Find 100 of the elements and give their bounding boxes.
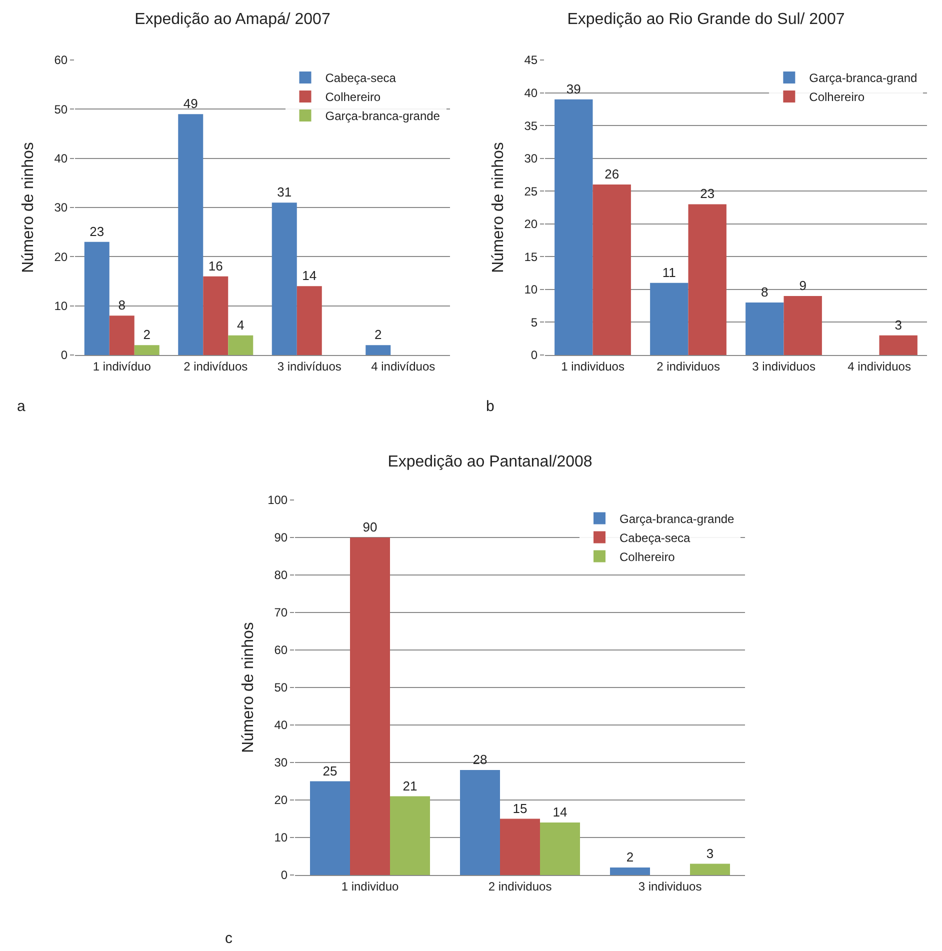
- y-tick-label: 10: [274, 830, 288, 845]
- y-axis-title: Número de ninhos: [240, 622, 257, 753]
- data-label: 4: [237, 317, 244, 332]
- bar: [203, 276, 228, 355]
- bar: [500, 818, 540, 875]
- y-tick-label: 40: [524, 86, 538, 100]
- y-tick-label: 5: [530, 315, 538, 330]
- bar: [350, 538, 390, 875]
- y-tick-label: 20: [54, 250, 68, 264]
- chart-title: Expedição ao Pantanal/2008: [388, 453, 592, 470]
- data-label: 9: [799, 278, 806, 293]
- y-tick-label: 50: [54, 102, 68, 116]
- y-tick-label: 0: [60, 348, 68, 362]
- data-label: 49: [183, 96, 198, 112]
- bar: [296, 286, 322, 355]
- text: c: [225, 930, 233, 947]
- data-label: 90: [362, 520, 378, 534]
- y-tick-label: 40: [54, 152, 68, 166]
- bar: [784, 296, 822, 355]
- y-tick-label: 30: [54, 200, 68, 215]
- y-tick-label: 10: [524, 282, 538, 297]
- data-label: 14: [302, 268, 317, 284]
- legend-label: Garça-branca-grand: [809, 71, 918, 86]
- y-axis-title: Número de ninhos: [490, 142, 507, 273]
- x-tick-label: 3 individuos: [752, 359, 816, 374]
- y-tick-label: 45: [524, 53, 538, 68]
- data-label: 2: [143, 327, 150, 342]
- y-tick-label: 30: [274, 756, 288, 770]
- bar: [84, 242, 110, 355]
- chart-title: Expedição ao Amapá/ 2007: [134, 10, 330, 28]
- legend-label: Garça-branca-grande: [325, 109, 440, 124]
- data-label: 23: [700, 186, 715, 202]
- bar: [134, 345, 160, 355]
- y-tick-label: 50: [274, 680, 288, 695]
- x-tick-label: 1 individuos: [561, 359, 624, 374]
- legend-label: Colhereiro: [620, 550, 676, 564]
- data-label: 2: [374, 327, 382, 342]
- x-tick-label: 2 individuos: [488, 879, 552, 894]
- bar: [690, 864, 730, 875]
- legend-label: Colhereiro: [809, 90, 865, 104]
- y-tick-label: 60: [54, 53, 68, 68]
- y-tick-label: 20: [274, 793, 288, 808]
- bar: [109, 316, 134, 355]
- data-label: 16: [208, 258, 223, 274]
- y-tick-label: 20: [524, 217, 538, 232]
- y-tick-label: 0: [530, 348, 538, 362]
- x-tick-label: 3 individuos: [638, 879, 702, 894]
- bar: [228, 335, 254, 355]
- legend-label: Garça-branca-grande: [620, 512, 735, 526]
- data-label: 25: [322, 763, 338, 778]
- bar: [272, 202, 297, 355]
- y-tick-label: 80: [274, 568, 288, 582]
- y-tick-label: 35: [524, 118, 538, 133]
- y-axis-title: Número de ninhos: [20, 142, 37, 273]
- legend-label: Cabeça-seca: [325, 71, 396, 86]
- y-tick-label: 25: [524, 184, 538, 198]
- x-tick-label: 4 individuos: [848, 359, 911, 374]
- bar: [879, 335, 918, 355]
- x-tick-label: 4 indivíduos: [371, 359, 436, 374]
- y-tick-label: 15: [524, 250, 538, 264]
- data-label: 23: [90, 224, 104, 239]
- data-label: 3: [894, 317, 902, 332]
- data-label: 21: [402, 778, 418, 794]
- data-label: 39: [566, 81, 581, 96]
- text: a: [17, 398, 26, 415]
- bar: [610, 868, 650, 875]
- bar: [592, 184, 631, 355]
- data-label: 26: [604, 166, 620, 182]
- legend-label: Cabeça-seca: [620, 530, 691, 545]
- text: b: [486, 398, 494, 415]
- bar: [554, 99, 593, 355]
- y-tick-label: 60: [274, 643, 288, 658]
- data-label: 31: [277, 184, 292, 200]
- x-tick-label: 3 indivíduos: [277, 359, 342, 374]
- chart-title: Expedição ao Rio Grande do Sul/ 2007: [567, 10, 845, 28]
- bar: [390, 796, 430, 875]
- y-tick-label: 70: [274, 606, 288, 620]
- x-tick-label: 1 individuo: [341, 879, 400, 894]
- data-label: 8: [761, 284, 768, 300]
- legend-label: Colhereiro: [325, 90, 381, 104]
- bar: [366, 345, 391, 355]
- y-tick-label: 0: [280, 868, 288, 882]
- bar: [746, 302, 784, 355]
- data-label: 3: [706, 846, 714, 861]
- data-label: 28: [472, 752, 488, 767]
- y-tick-label: 10: [54, 299, 68, 314]
- bar: [650, 282, 688, 355]
- bar: [540, 822, 580, 875]
- bar: [178, 114, 204, 355]
- y-tick-label: 100: [268, 493, 288, 508]
- bar: [460, 770, 500, 875]
- data-label: 8: [118, 298, 126, 313]
- y-tick-label: 40: [274, 718, 288, 732]
- y-tick-label: 30: [524, 152, 538, 166]
- x-tick-label: 1 indivíduo: [92, 359, 152, 374]
- data-label: 15: [512, 800, 528, 816]
- data-label: 11: [662, 264, 676, 280]
- y-tick-label: 90: [274, 530, 288, 545]
- bar: [688, 204, 726, 355]
- data-label: 2: [626, 850, 634, 864]
